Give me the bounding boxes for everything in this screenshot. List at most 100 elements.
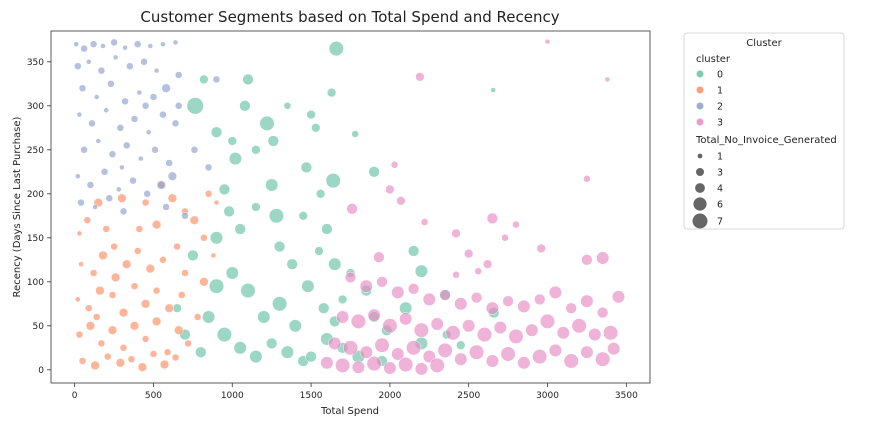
data-point <box>257 310 271 324</box>
data-point <box>171 353 180 362</box>
data-point <box>228 152 242 166</box>
legend-label: 0 <box>717 70 723 81</box>
legend-title: Cluster <box>746 38 782 49</box>
y-tick-label: 100 <box>27 278 44 288</box>
data-point <box>89 269 98 277</box>
data-point <box>75 330 84 339</box>
data-point <box>414 362 428 376</box>
data-point <box>240 283 256 299</box>
data-point <box>110 272 121 283</box>
data-point <box>249 350 263 364</box>
data-point <box>407 245 420 257</box>
data-point <box>117 193 127 203</box>
data-point <box>172 39 179 46</box>
data-point <box>193 313 202 321</box>
data-point <box>97 339 106 348</box>
data-point <box>485 301 499 315</box>
data-point <box>167 171 178 181</box>
data-point <box>328 257 342 271</box>
data-point <box>189 215 200 225</box>
data-point <box>336 310 350 324</box>
data-point <box>73 41 79 47</box>
data-point <box>335 357 351 373</box>
data-point <box>74 62 82 70</box>
data-point <box>534 293 546 306</box>
legend-size-label: 4 <box>717 184 723 195</box>
legend-size-marker <box>695 183 705 193</box>
data-point <box>239 100 251 112</box>
data-point <box>482 259 493 269</box>
data-point <box>251 145 261 155</box>
data-point <box>85 304 93 312</box>
data-point <box>462 319 476 333</box>
data-point <box>83 216 92 224</box>
data-point <box>129 321 140 331</box>
legend-hue-items: 0 1 2 3 <box>696 70 723 129</box>
data-point <box>376 276 388 288</box>
data-point <box>122 259 132 269</box>
data-point <box>321 223 333 235</box>
y-axis: 0 50 100 150 200 250 300 350 <box>27 58 51 376</box>
data-point <box>174 102 183 110</box>
legend-size-label: 6 <box>717 200 723 211</box>
data-point <box>85 321 96 331</box>
x-tick-label: 0 <box>72 391 78 401</box>
data-point <box>88 119 96 128</box>
data-point <box>469 344 485 360</box>
data-point <box>268 208 284 224</box>
data-point <box>161 83 171 93</box>
data-point <box>159 110 167 119</box>
data-point <box>311 123 321 133</box>
data-point <box>286 258 298 270</box>
data-point <box>145 263 155 274</box>
data-point <box>100 168 109 176</box>
data-point <box>413 322 429 338</box>
x-tick-label: 500 <box>145 391 162 401</box>
data-point <box>112 54 119 61</box>
data-point <box>390 161 399 169</box>
data-point <box>451 228 461 239</box>
data-point <box>127 355 136 363</box>
data-point <box>218 183 231 196</box>
data-point <box>199 277 209 287</box>
data-point <box>149 350 158 358</box>
data-point <box>156 180 166 190</box>
data-point <box>301 279 315 293</box>
data-point <box>138 155 144 162</box>
data-point <box>581 254 593 266</box>
data-point <box>122 44 128 51</box>
data-point <box>359 345 373 359</box>
data-point <box>89 40 98 48</box>
data-point <box>119 207 128 216</box>
data-point <box>454 297 468 311</box>
data-point <box>151 316 162 327</box>
legend-marker-cluster-1 <box>696 86 704 94</box>
y-tick-label: 0 <box>38 366 44 376</box>
data-point <box>122 141 131 150</box>
data-point <box>97 66 106 75</box>
data-point <box>391 285 405 299</box>
data-point <box>216 327 232 343</box>
y-tick-label: 200 <box>27 190 44 200</box>
data-point <box>366 356 382 372</box>
data-point <box>160 41 166 47</box>
data-point <box>596 251 610 265</box>
data-point <box>454 352 468 366</box>
legend-size-label: 7 <box>717 217 723 228</box>
data-point <box>181 269 189 277</box>
data-point <box>396 196 406 206</box>
data-point <box>78 261 84 267</box>
x-tick-label: 3500 <box>615 391 638 401</box>
data-point <box>493 321 507 335</box>
data-point <box>611 290 626 304</box>
data-point <box>604 76 611 83</box>
data-point <box>501 234 509 242</box>
data-point <box>126 62 134 70</box>
data-point <box>266 337 278 350</box>
data-point <box>121 97 129 106</box>
data-point <box>223 205 235 218</box>
data-point <box>147 43 154 49</box>
data-point <box>152 286 161 295</box>
data-point <box>165 159 173 167</box>
